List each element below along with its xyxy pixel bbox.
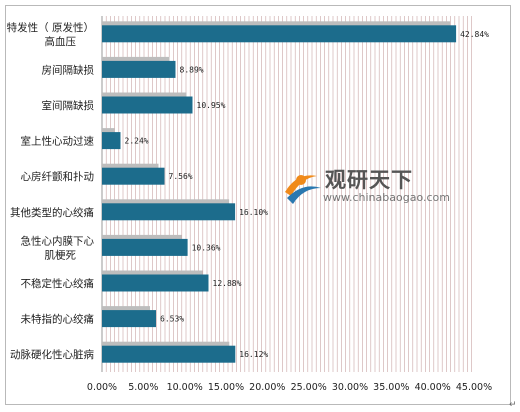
category-label: 其他类型的心绞痛 bbox=[10, 206, 94, 219]
bar-value-label: 12.88% bbox=[213, 279, 242, 288]
x-tick-label: 45.00% bbox=[456, 382, 492, 393]
bar-value-label: 7.56% bbox=[169, 172, 193, 181]
x-tick-label: 40.00% bbox=[415, 382, 451, 393]
bar bbox=[102, 25, 457, 43]
x-tick-label: 15.00% bbox=[208, 382, 244, 393]
corner-mark: ↵ bbox=[509, 400, 517, 410]
x-tick-label: 20.00% bbox=[249, 382, 285, 393]
bar bbox=[102, 60, 176, 78]
bar bbox=[102, 167, 165, 185]
bar bbox=[102, 238, 188, 256]
bar-value-label: 10.36% bbox=[192, 243, 221, 252]
x-tick-label: 5.00% bbox=[128, 382, 158, 393]
watermark-site: www.chinabaogao.com bbox=[323, 191, 450, 204]
category-label: 室间隔缺损 bbox=[42, 99, 95, 112]
watermark-brand: 观研天下 bbox=[325, 168, 413, 192]
chart-frame bbox=[5, 5, 511, 405]
watermark: 观研天下 www.chinabaogao.com bbox=[283, 162, 450, 210]
x-tick-label: 10.00% bbox=[167, 382, 203, 393]
bar bbox=[102, 203, 236, 221]
bar-value-label: 16.12% bbox=[239, 350, 268, 359]
bar bbox=[102, 310, 156, 328]
bar bbox=[102, 96, 193, 114]
bar-value-label: 10.95% bbox=[197, 101, 226, 110]
x-tick-label: 25.00% bbox=[291, 382, 327, 393]
category-label: 房间隔缺损 bbox=[42, 63, 95, 76]
bar bbox=[102, 132, 121, 150]
category-label: 不稳定性心绞痛 bbox=[21, 277, 95, 290]
bar-value-label: 8.89% bbox=[180, 65, 204, 74]
category-label: 特发性（ 原发性） 高血压 bbox=[7, 21, 94, 48]
bar bbox=[102, 274, 209, 292]
chinabaogao-logo-icon bbox=[285, 175, 321, 204]
bar-value-label: 42.84% bbox=[460, 30, 489, 39]
category-label: 动脉硬化性心脏病 bbox=[10, 348, 94, 361]
category-label: 未特指的心绞痛 bbox=[21, 313, 95, 326]
x-tick-label: 0.00% bbox=[87, 382, 117, 393]
bar bbox=[102, 345, 236, 363]
bar-value-label: 2.24% bbox=[125, 137, 149, 146]
category-label: 室上性心动过速 bbox=[21, 135, 95, 148]
category-label: 急性心内膜下心肌梗死 bbox=[21, 234, 95, 261]
bar-value-label: 16.10% bbox=[239, 208, 268, 217]
x-tick-label: 30.00% bbox=[332, 382, 368, 393]
category-label: 心房纤颤和扑动 bbox=[21, 170, 95, 183]
x-tick-label: 35.00% bbox=[373, 382, 409, 393]
bar-value-label: 6.53% bbox=[160, 315, 184, 324]
